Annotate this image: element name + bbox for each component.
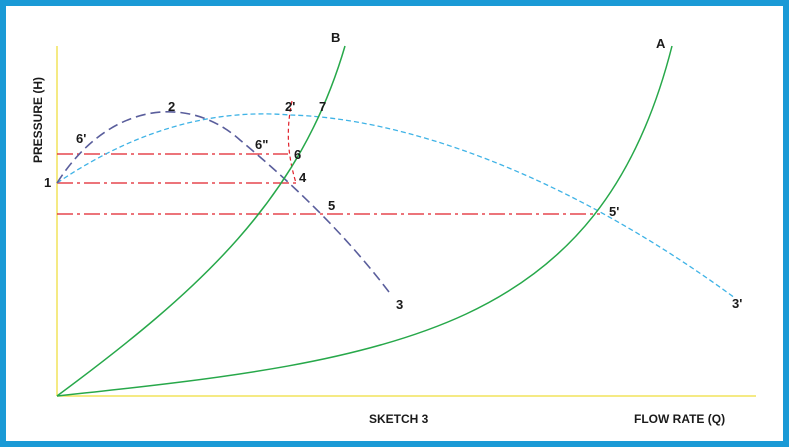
label-point-3p: 3' xyxy=(732,296,742,311)
label-b: B xyxy=(331,30,340,45)
label-point-4: 4 xyxy=(299,170,307,185)
pump-curve-1-3 xyxy=(56,111,393,297)
label-point-1: 1 xyxy=(44,175,51,190)
label-point-3: 3 xyxy=(396,297,403,312)
label-point-6p: 6' xyxy=(76,131,86,146)
label-point-2p: 2' xyxy=(285,99,295,114)
label-point-5p: 5' xyxy=(609,204,619,219)
pump-curve-1-3p xyxy=(56,113,736,299)
y-axis-label: PRESSURE (H) xyxy=(31,77,45,163)
label-point-7: 7 xyxy=(319,99,326,114)
system-curve-a xyxy=(56,45,673,397)
label-point-6pp: 6" xyxy=(255,137,268,152)
x-axis-label: FLOW RATE (Q) xyxy=(634,412,725,426)
label-point-6: 6 xyxy=(294,147,301,162)
label-point-2: 2 xyxy=(168,99,175,114)
sketch-caption: SKETCH 3 xyxy=(369,412,429,426)
label-point-5: 5 xyxy=(328,198,335,213)
segment-2p-4 xyxy=(287,100,297,184)
system-curve-b xyxy=(56,45,346,397)
label-a: A xyxy=(656,36,666,51)
